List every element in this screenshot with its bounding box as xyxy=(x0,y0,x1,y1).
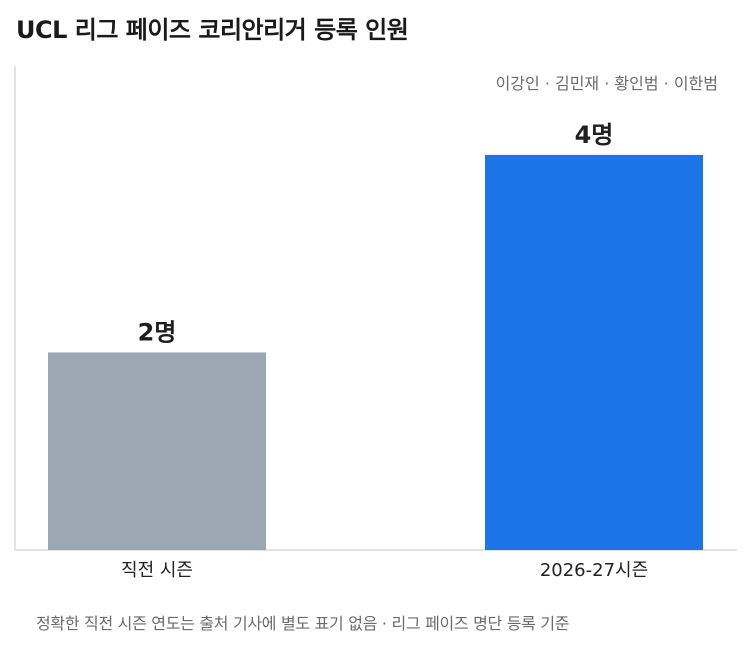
footnote: 정확한 직전 시즌 연도는 출처 기사에 별도 표기 없음 · 리그 페이즈 명… xyxy=(36,614,570,633)
bar-current-season xyxy=(485,154,703,551)
bar-value-label: 2명 xyxy=(138,318,177,346)
category-label: 직전 시즌 xyxy=(121,560,193,581)
chart-title: UCL 리그 페이즈 코리안리거 등록 인원 xyxy=(16,16,409,44)
player-names-annotation: 이강인 · 김민재 · 황인범 · 이한범 xyxy=(496,74,718,93)
category-label: 2026-27시즌 xyxy=(540,560,648,581)
bar-value-label: 4명 xyxy=(575,121,614,149)
bar-previous-season xyxy=(48,352,266,550)
